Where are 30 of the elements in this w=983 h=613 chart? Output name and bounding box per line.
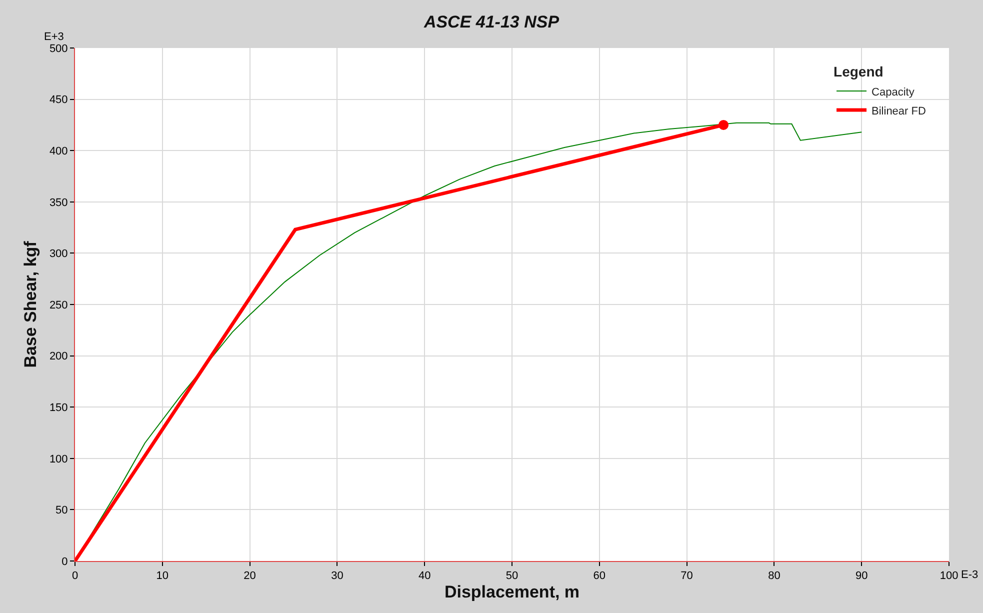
x-axis-title: Displacement, m [444, 582, 580, 602]
x-tick-label: 100 [940, 570, 958, 582]
x-tick-label: 50 [506, 570, 518, 582]
x-tick-label: 0 [72, 570, 78, 582]
x-tick-label: 10 [156, 570, 169, 582]
y-tick-label: 100 [49, 453, 68, 466]
y-tick-label: 50 [56, 504, 68, 517]
y-tick-label: 0 [62, 556, 68, 568]
x-tick-label: 80 [768, 570, 780, 582]
x-tick-label: 70 [680, 570, 693, 582]
y-axis-title: Base Shear, kgf [20, 240, 40, 368]
legend-title: Legend [834, 63, 884, 80]
x-tick-label: 60 [593, 570, 606, 582]
x-tick-label: 20 [244, 570, 256, 582]
text: E+3 [44, 31, 64, 43]
x-tick-label: 30 [331, 570, 344, 582]
y-tick-label: 400 [49, 145, 68, 158]
text: E-3 [961, 569, 978, 581]
legend-label: Bilinear FD [872, 105, 926, 118]
y-tick-label: 450 [49, 94, 68, 106]
y-tick-label: 350 [49, 196, 68, 209]
y-tick-label: 150 [49, 402, 68, 414]
y-tick-label: 300 [49, 248, 68, 260]
x-tick-label: 90 [855, 570, 868, 582]
chart-title: ASCE 41-13 NSP [422, 12, 560, 32]
x-tick-label: 40 [418, 570, 431, 582]
y-tick-label: 500 [49, 42, 68, 55]
y-tick-label: 200 [49, 350, 68, 363]
legend-label: Capacity [872, 86, 915, 98]
y-tick-label: 250 [49, 299, 68, 312]
